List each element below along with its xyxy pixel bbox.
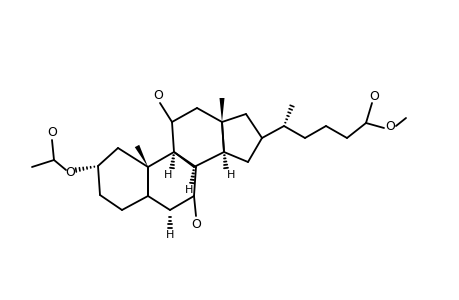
- Text: H: H: [163, 170, 172, 180]
- Text: O: O: [190, 218, 201, 232]
- Text: H: H: [165, 230, 174, 240]
- Text: H: H: [226, 170, 235, 180]
- Text: H: H: [185, 185, 193, 195]
- Polygon shape: [219, 98, 224, 122]
- Text: O: O: [65, 166, 75, 178]
- Text: O: O: [368, 89, 378, 103]
- Polygon shape: [134, 145, 148, 167]
- Text: O: O: [47, 125, 57, 139]
- Text: O: O: [153, 88, 162, 101]
- Text: O: O: [384, 119, 394, 133]
